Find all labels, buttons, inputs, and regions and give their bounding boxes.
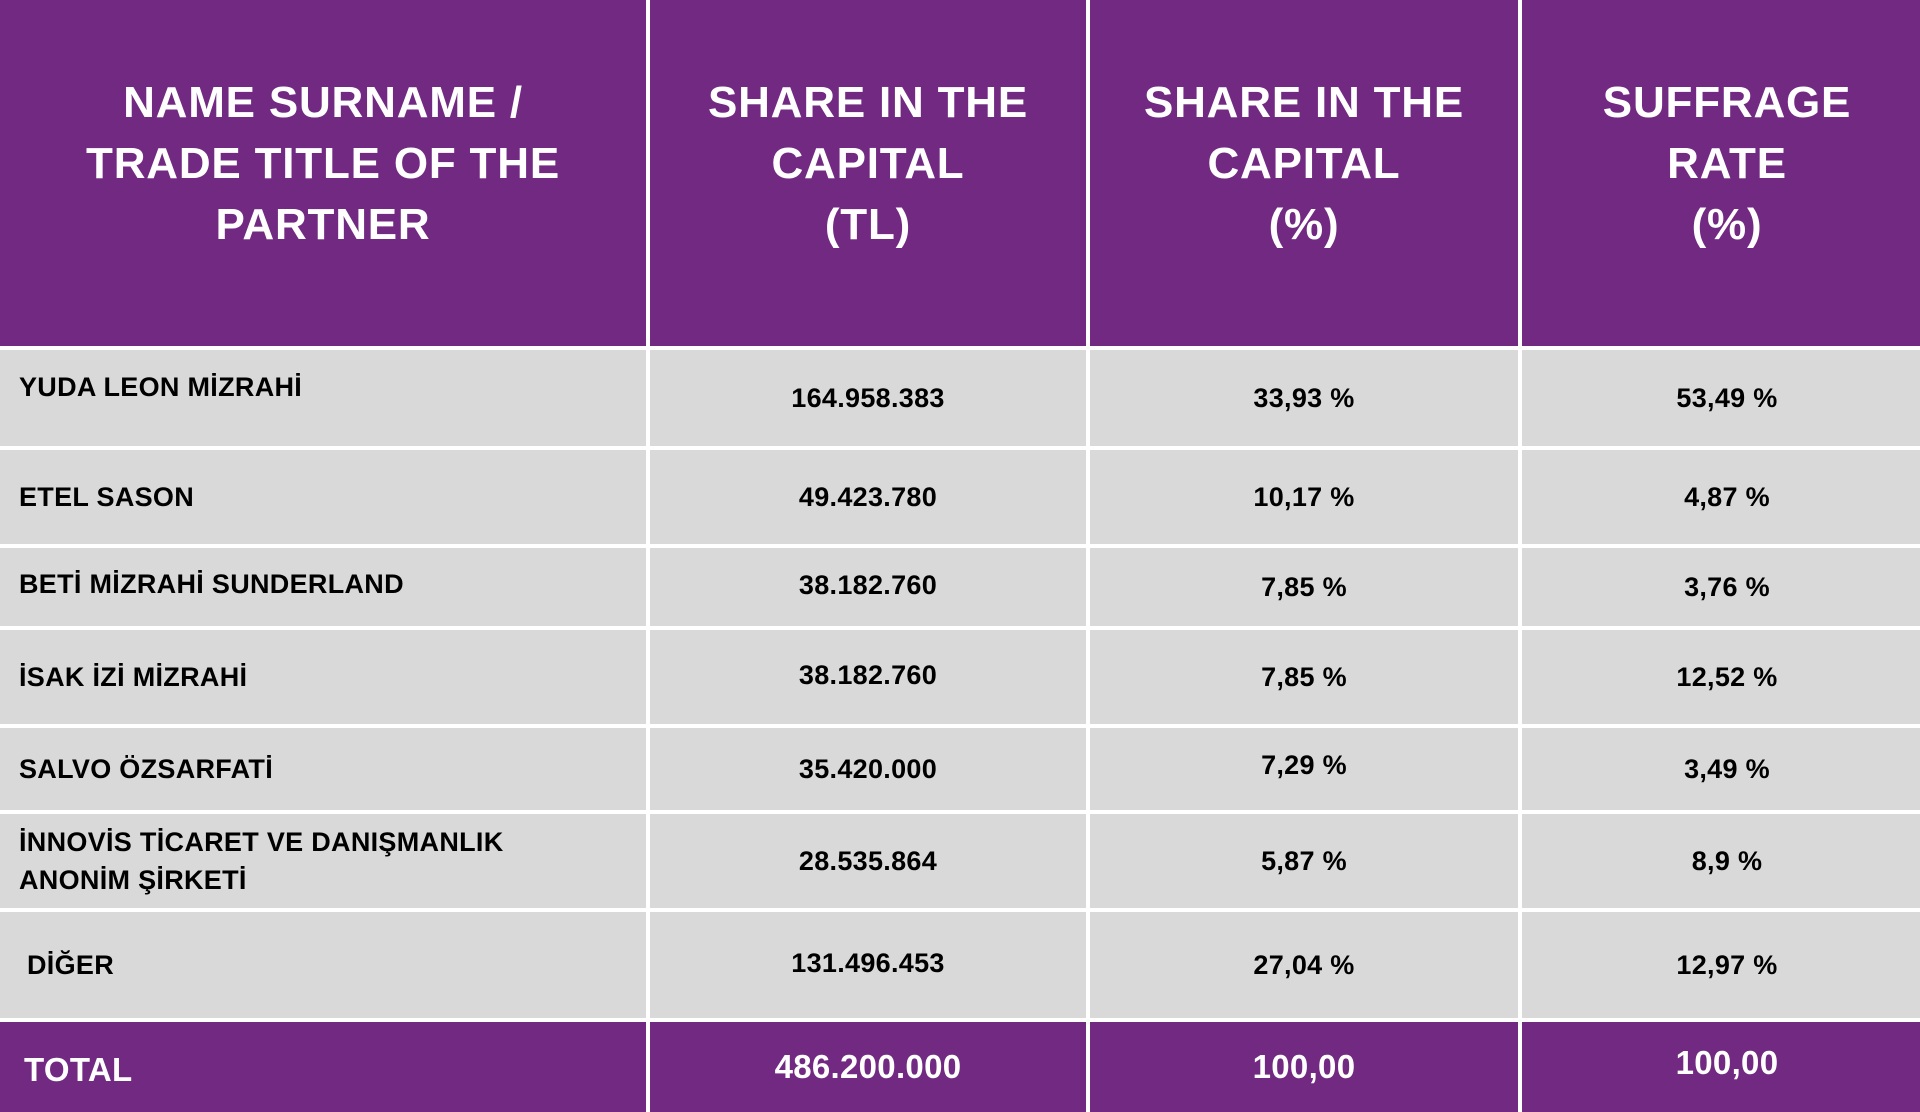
row-5-partner-name: SALVO ÖZSARFATİ [0,728,646,810]
row-2-capital-percent: 10,17 % [1090,450,1518,544]
row-7-suffrage-rate: 12,97 % [1522,912,1920,1018]
row-6-suffrage-rate: 8,9 % [1522,814,1920,908]
total-suffrage-rate: 100,00 [1522,1022,1920,1112]
row-5-capital-percent: 7,29 % [1090,728,1518,810]
total-capital-tl: 486.200.000 [650,1022,1086,1112]
row-4-suffrage-rate: 12,52 % [1522,630,1920,724]
row-7-capital-percent: 27,04 % [1090,912,1518,1018]
row-1-capital-percent: 33,93 % [1090,350,1518,446]
row-1-capital-tl: 164.958.383 [650,350,1086,446]
row-3-capital-percent: 7,85 % [1090,548,1518,626]
row-6-capital-tl: 28.535.864 [650,814,1086,908]
row-2-capital-tl: 49.423.780 [650,450,1086,544]
row-3-capital-tl: 38.182.760 [650,548,1086,626]
row-4-partner-name: İSAK İZİ MİZRAHİ [0,630,646,724]
row-3-partner-name: BETİ MİZRAHİ SUNDERLAND [0,548,646,626]
row-3-suffrage-rate: 3,76 % [1522,548,1920,626]
row-7-partner-name: DİĞER [0,912,646,1018]
row-5-suffrage-rate: 3,49 % [1522,728,1920,810]
row-6-capital-percent: 5,87 % [1090,814,1518,908]
row-2-partner-name: ETEL SASON [0,450,646,544]
row-1-suffrage-rate: 53,49 % [1522,350,1920,446]
total-capital-percent: 100,00 [1090,1022,1518,1112]
row-5-capital-tl: 35.420.000 [650,728,1086,810]
row-1-partner-name: YUDA LEON MİZRAHİ [0,350,646,446]
total-label: TOTAL [0,1022,646,1112]
row-2-suffrage-rate: 4,87 % [1522,450,1920,544]
header-capital-tl: SHARE IN THE CAPITAL (TL) [650,0,1086,346]
row-4-capital-percent: 7,85 % [1090,630,1518,724]
header-partner-name: NAME SURNAME / TRADE TITLE OF THE PARTNE… [0,0,646,346]
header-suffrage-rate: SUFFRAGE RATE (%) [1522,0,1920,346]
header-capital-percent: SHARE IN THE CAPITAL (%) [1090,0,1518,346]
row-7-capital-tl: 131.496.453 [650,912,1086,1018]
row-4-capital-tl: 38.182.760 [650,630,1086,724]
row-6-partner-name: İNNOVİS TİCARET VE DANIŞMANLIK ANONİM Şİ… [0,814,646,908]
